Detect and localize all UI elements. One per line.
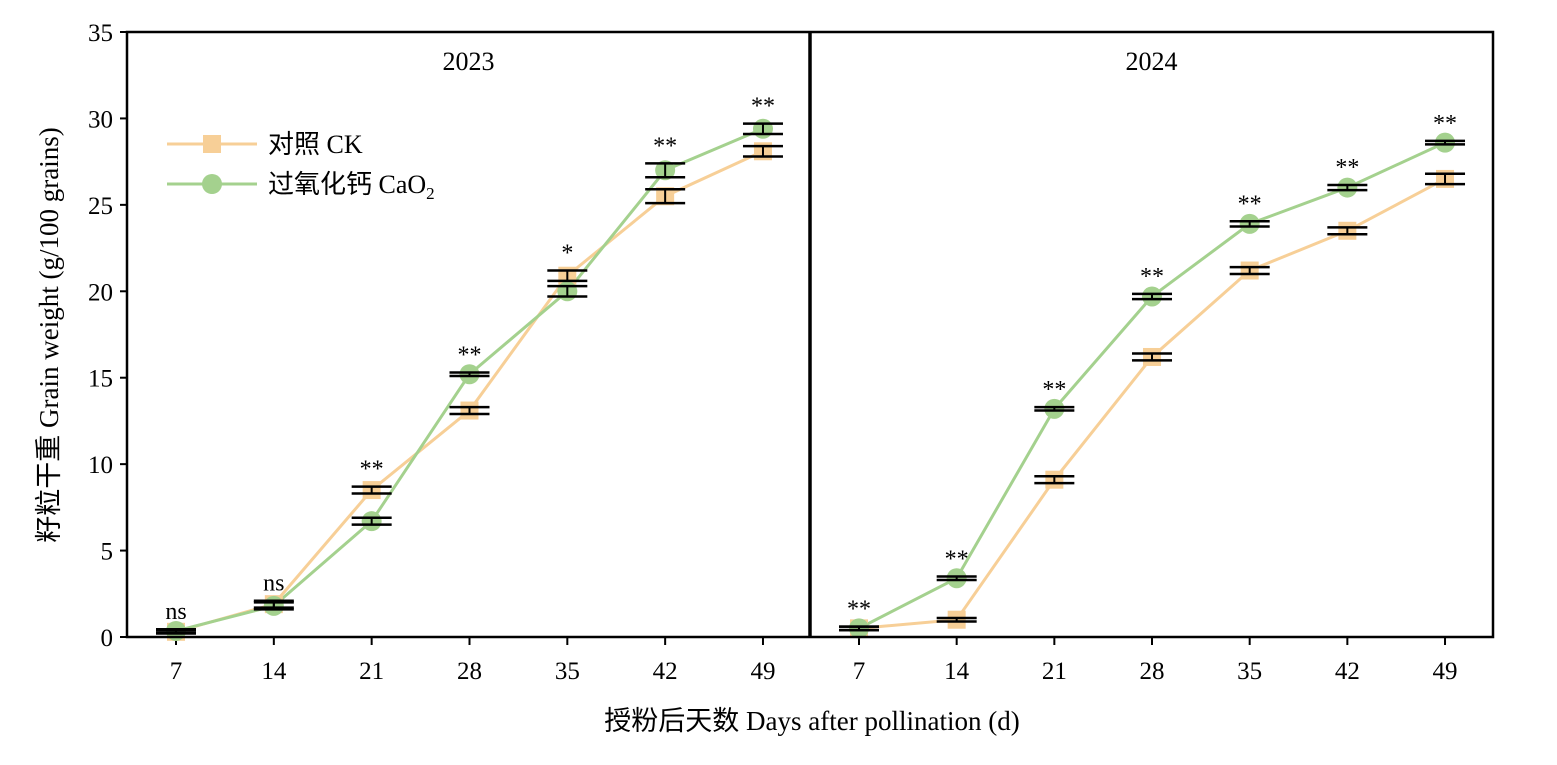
y-tick-label-0: 0 xyxy=(101,625,114,652)
legend-label-ck: 对照 CK xyxy=(268,130,363,159)
significance-2024-42: ** xyxy=(1335,155,1359,181)
series-line-ck-2023 xyxy=(175,149,764,634)
x-tick-label-2023-35: 35 xyxy=(555,658,580,685)
significance-2023-35: * xyxy=(561,241,573,267)
y-tick-label-10: 10 xyxy=(88,452,113,479)
significance-2023-7: ns xyxy=(165,599,186,625)
significance-2023-14: ns xyxy=(263,571,284,597)
x-axis-title: 授粉后天数 Days after pollination (d) xyxy=(604,706,1019,736)
y-axis-title: 籽粒干重 Grain weight (g/100 grains) xyxy=(34,127,64,542)
significance-2024-28: ** xyxy=(1140,264,1164,290)
panel-title-2023: 2023 xyxy=(443,47,495,76)
legend: 对照 CK 过氧化钙 CaO2 xyxy=(167,130,435,203)
y-tick-label-35: 35 xyxy=(88,20,113,47)
y-tick-label-30: 30 xyxy=(88,106,113,133)
x-tick-label-2023-49: 49 xyxy=(750,658,775,685)
y-tick-label-20: 20 xyxy=(88,279,113,306)
y-tick-label-5: 5 xyxy=(101,539,114,566)
x-tick-label-2024-21: 21 xyxy=(1042,658,1067,685)
panel-2024: 7 14 21 28 35 42 49 2024 ** ** ** ** ** ** ** xyxy=(839,47,1466,685)
x-tick-label-2023-21: 21 xyxy=(359,658,384,685)
significance-2024-35: ** xyxy=(1238,191,1262,217)
legend-item-cao2: 过氧化钙 CaO2 xyxy=(167,170,435,203)
legend-marker-cao2 xyxy=(202,174,222,194)
x-tick-label-2023-7: 7 xyxy=(170,658,183,685)
significance-2024-14: ** xyxy=(945,547,969,573)
significance-2024-49: ** xyxy=(1433,111,1457,137)
significance-2023-49: ** xyxy=(751,94,775,120)
x-tick-label-2023-14: 14 xyxy=(261,658,287,685)
significance-2023-21: ** xyxy=(360,457,384,483)
x-tick-label-2024-7: 7 xyxy=(853,658,866,685)
x-tick-label-2024-42: 42 xyxy=(1335,658,1360,685)
x-tick-label-2023-28: 28 xyxy=(457,658,482,685)
y-tick-label-15: 15 xyxy=(88,366,113,393)
legend-label-cao2-sub: 2 xyxy=(426,184,435,203)
x-tick-label-2024-28: 28 xyxy=(1140,658,1165,685)
significance-2023-28: ** xyxy=(457,343,481,369)
x-tick-label-2023-42: 42 xyxy=(653,658,678,685)
significance-2023-42: ** xyxy=(653,133,677,159)
x-tick-label-2024-49: 49 xyxy=(1433,658,1458,685)
significance-2024-7: ** xyxy=(847,597,871,623)
legend-marker-ck xyxy=(203,135,221,153)
panel-title-2024: 2024 xyxy=(1126,47,1178,76)
legend-label-cao2: 过氧化钙 CaO2 xyxy=(268,170,435,203)
legend-item-ck: 对照 CK xyxy=(167,130,363,159)
x-tick-label-2024-14: 14 xyxy=(944,658,970,685)
significance-2024-21: ** xyxy=(1042,377,1066,403)
legend-label-cao2-main: 过氧化钙 CaO xyxy=(268,170,426,199)
x-tick-label-2024-35: 35 xyxy=(1237,658,1262,685)
y-tick-label-25: 25 xyxy=(88,193,113,220)
